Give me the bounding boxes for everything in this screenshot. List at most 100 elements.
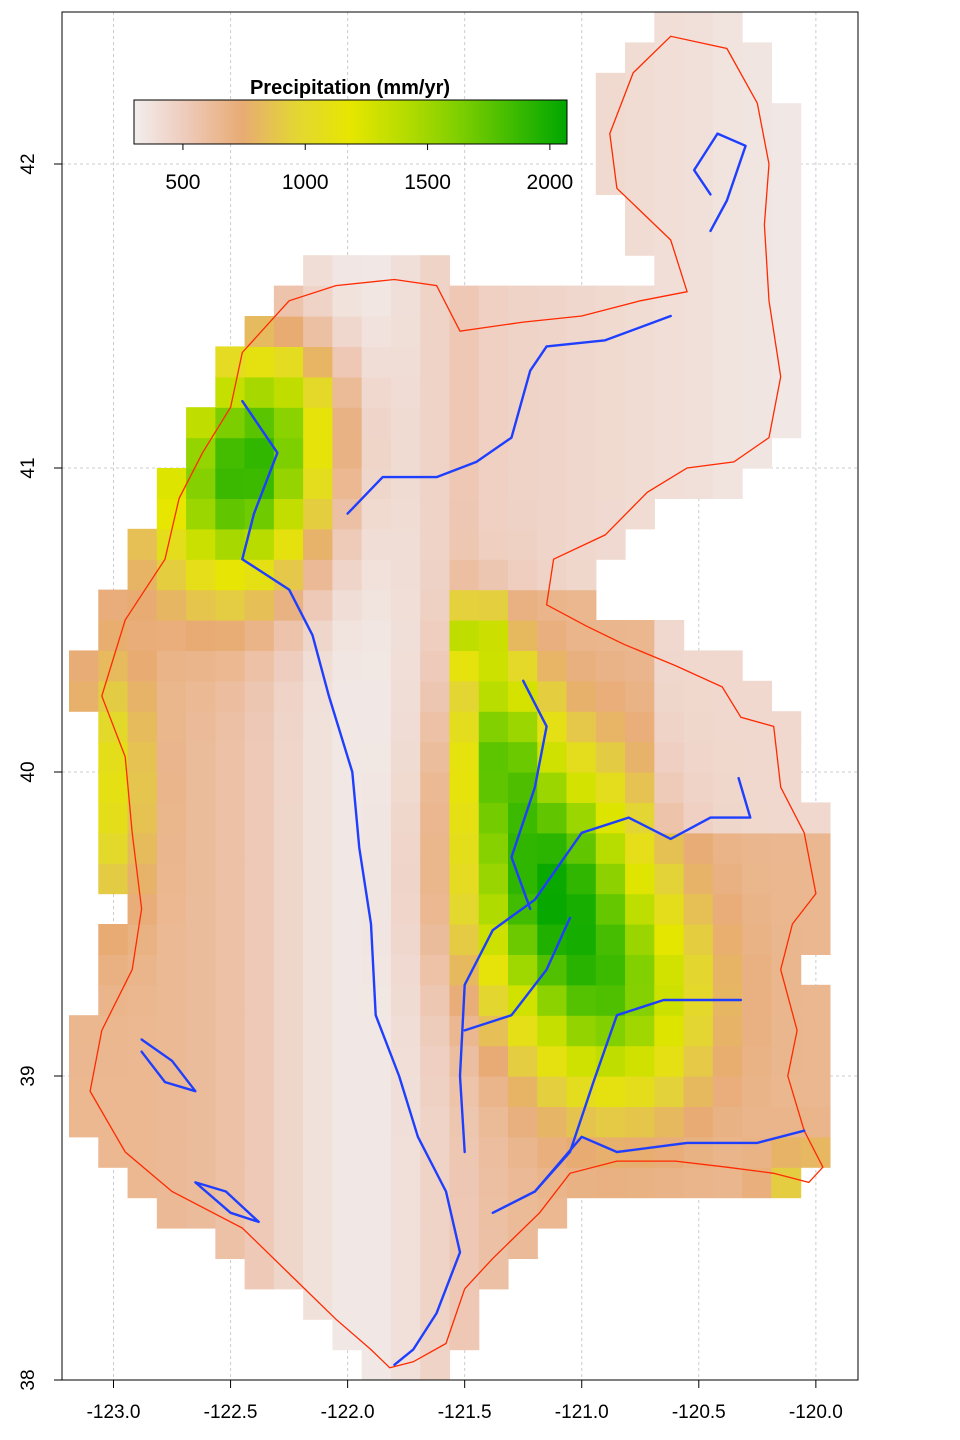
raster-cell — [156, 468, 187, 499]
raster-cell — [712, 741, 743, 773]
raster-cell — [800, 924, 831, 955]
raster-cell — [712, 1136, 743, 1168]
raster-cell — [303, 559, 334, 591]
raster-cell — [390, 346, 421, 378]
raster-cell — [390, 650, 421, 682]
raster-cell — [625, 498, 655, 530]
x-tick-label: -122.5 — [204, 1402, 258, 1423]
raster-cell — [215, 711, 246, 743]
raster-cell — [303, 1015, 334, 1047]
raster-cell — [273, 1076, 304, 1107]
raster-cell — [332, 1015, 363, 1047]
raster-cell — [566, 528, 597, 560]
raster-cell — [537, 498, 568, 530]
raster-cell — [303, 255, 334, 287]
raster-cell — [507, 528, 538, 560]
raster-cell — [625, 437, 655, 469]
raster-cell — [244, 680, 275, 712]
raster-cell — [390, 1076, 421, 1107]
raster-cell — [361, 559, 392, 591]
raster-cell — [273, 589, 304, 621]
raster-cell — [332, 316, 363, 347]
raster-cell — [449, 1228, 480, 1259]
raster-cell — [595, 772, 626, 803]
color-legend: Precipitation (mm/yr) 500 1000 1500 2000 — [133, 77, 573, 194]
watershed-boundary — [89, 35, 824, 1369]
raster-cell — [303, 1167, 334, 1199]
raster-cell — [303, 711, 334, 743]
y-tick-label: 41 — [18, 457, 39, 478]
raster-cell — [156, 984, 187, 1016]
raster-cell — [332, 528, 363, 560]
raster-cell — [537, 680, 568, 712]
raster-cell — [361, 407, 392, 439]
raster-cell — [186, 680, 216, 712]
raster-cell — [273, 468, 304, 499]
raster-cell — [507, 1228, 538, 1259]
raster-cell — [156, 711, 187, 743]
legend-tick-label: 1500 — [404, 171, 451, 194]
raster-cell — [127, 1106, 158, 1138]
raster-cell — [742, 772, 772, 803]
raster-cell — [654, 285, 685, 317]
raster-cell — [273, 528, 304, 560]
raster-cell — [595, 103, 626, 135]
raster-cell — [390, 498, 421, 530]
raster-cell — [449, 924, 480, 955]
raster-cell — [595, 863, 626, 895]
raster-cell — [156, 741, 187, 773]
raster-cell — [127, 924, 158, 955]
raster-cell — [507, 924, 538, 955]
raster-cell — [420, 1076, 451, 1107]
raster-cell — [742, 376, 772, 408]
raster-cell — [742, 1076, 772, 1107]
raster-cell — [390, 863, 421, 895]
raster-cell — [683, 468, 714, 499]
raster-cell — [361, 954, 392, 986]
raster-cell — [303, 772, 334, 803]
raster-cell — [654, 224, 685, 256]
raster-cell — [361, 711, 392, 743]
raster-cell — [507, 741, 538, 773]
raster-cell — [215, 924, 246, 955]
raster-cell — [537, 802, 568, 834]
raster-cell — [186, 589, 216, 621]
raster-cell — [127, 1167, 158, 1199]
raster-cell — [683, 255, 714, 287]
raster-cell — [420, 589, 451, 621]
raster-cell — [595, 285, 626, 317]
raster-cell — [303, 984, 334, 1016]
raster-cell — [449, 1045, 480, 1077]
raster-cell — [566, 802, 597, 834]
raster-cell — [361, 680, 392, 712]
raster-cell — [186, 437, 216, 469]
raster-cell — [361, 346, 392, 378]
raster-cell — [420, 772, 451, 803]
raster-cell — [361, 772, 392, 803]
raster-cell — [215, 832, 246, 864]
raster-cell — [420, 285, 451, 317]
raster-cell — [156, 589, 187, 621]
raster-cell — [390, 468, 421, 499]
raster-cell — [186, 924, 216, 955]
raster-cell — [390, 1015, 421, 1047]
raster-cell — [273, 1106, 304, 1138]
raster-cell — [625, 711, 655, 743]
river-line — [458, 776, 752, 1154]
raster-cell — [332, 1288, 363, 1320]
raster-cell — [127, 863, 158, 895]
raster-cell — [654, 407, 685, 439]
x-tick-label: -121.0 — [555, 1402, 609, 1423]
raster-cell — [595, 528, 626, 560]
raster-cell — [449, 407, 480, 439]
x-tick-label: -121.5 — [438, 1402, 492, 1423]
raster-cell — [361, 437, 392, 469]
plot-frame — [61, 11, 859, 1381]
raster-cell — [771, 863, 802, 895]
raster-cell — [537, 589, 568, 621]
raster-cell — [742, 1106, 772, 1138]
raster-cell — [507, 468, 538, 499]
raster-cell — [625, 1167, 655, 1199]
raster-cell — [332, 346, 363, 378]
raster-cell — [98, 1106, 129, 1138]
